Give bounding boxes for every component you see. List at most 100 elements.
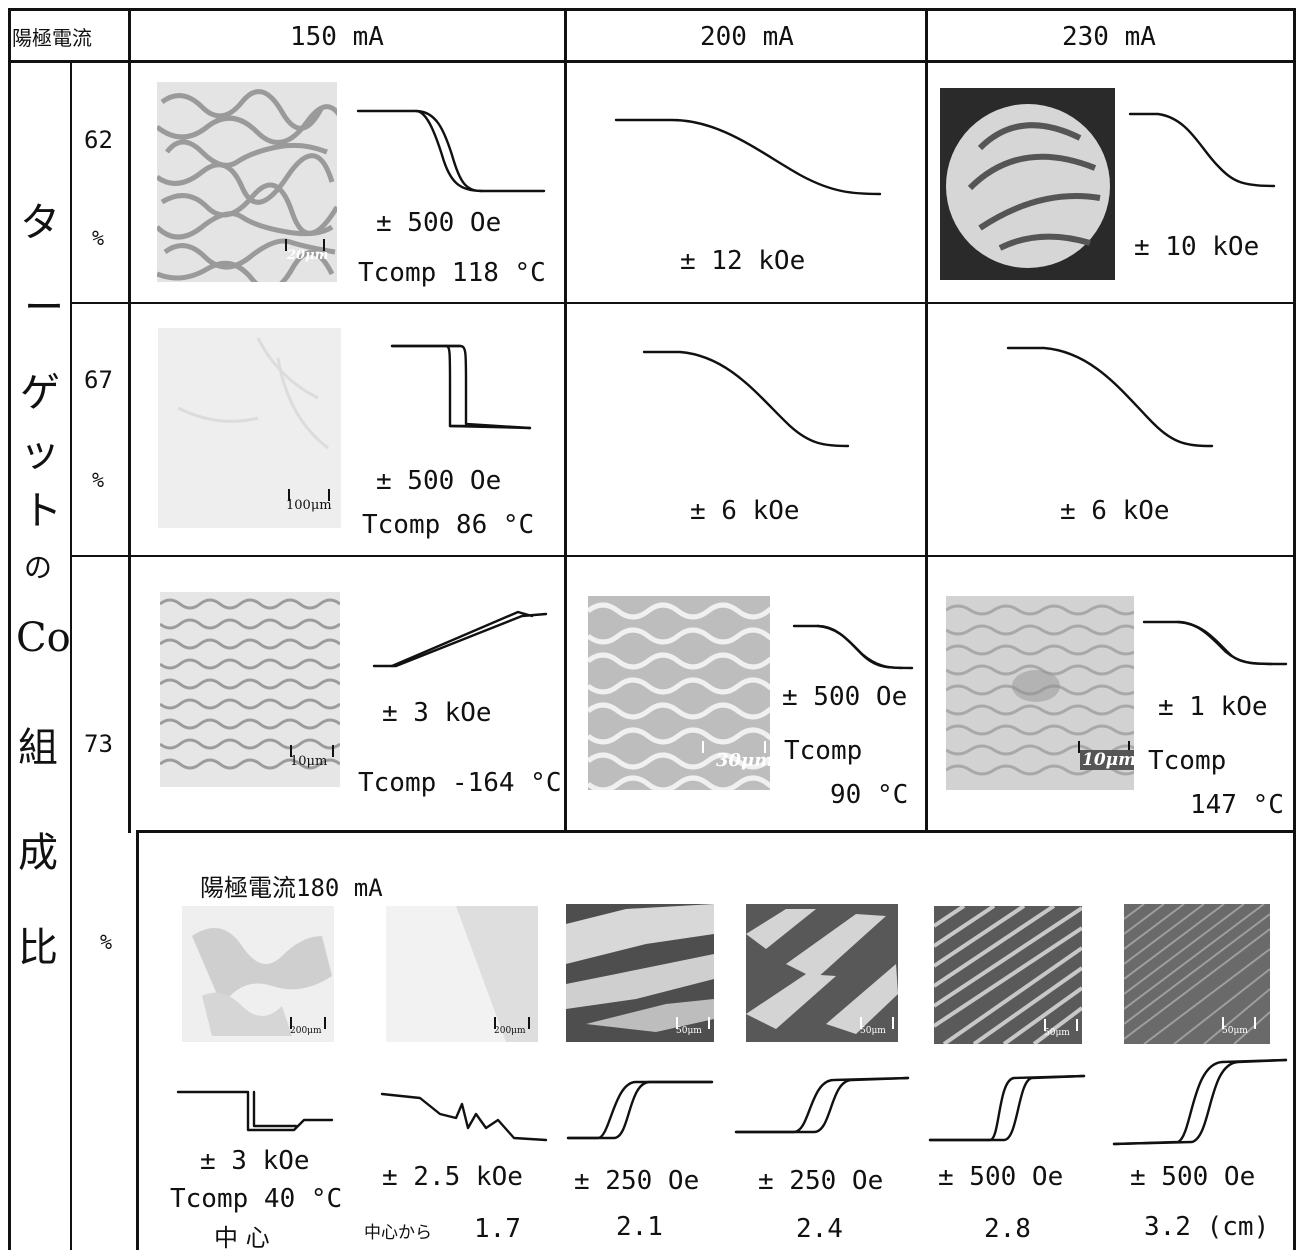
micrograph-73-200: 30μm <box>588 596 770 790</box>
fine-stripe-domain-pattern <box>946 604 1134 776</box>
position-2-8: 2.8 <box>984 1214 1031 1244</box>
col-divider-1 <box>564 8 567 833</box>
axis-divider <box>70 60 72 1250</box>
column-header-150: 150 mA <box>290 22 384 52</box>
hysteresis-loop-67-150 <box>390 344 532 430</box>
axis-char-5: の <box>24 551 53 584</box>
fine-diagonal-domain-pattern <box>934 906 1082 1044</box>
row-divider-3 <box>136 830 1296 833</box>
field-73-230: ± 1 kOe <box>1158 692 1268 722</box>
axis-char-8: 成 <box>18 830 58 876</box>
field-2-8: ± 500 Oe <box>938 1162 1064 1192</box>
position-prefix-1-7: 中心から <box>364 1223 432 1243</box>
axis-char-6: Co <box>16 615 71 661</box>
position-3-2: 3.2 (cm) <box>1144 1212 1270 1242</box>
label-divider-lower <box>136 830 139 1250</box>
hysteresis-loop-73-150 <box>372 610 548 668</box>
hysteresis-loop-center <box>176 1090 334 1132</box>
row-divider-2 <box>72 555 1296 557</box>
tcomp-value-73-230: 147 °C <box>1190 790 1284 820</box>
micrograph-62-230 <box>940 88 1115 280</box>
hysteresis-loop-62-150 <box>356 109 546 193</box>
field-67-200: ± 6 kOe <box>690 496 800 526</box>
table-border-top <box>8 8 1296 11</box>
axis-char-4: ト <box>22 488 62 534</box>
micrograph-center: 200μm <box>182 906 334 1042</box>
tcomp-67-150: Tcomp 86 °C <box>362 510 535 540</box>
very-fine-domain-pattern <box>1124 904 1270 1044</box>
field-center: ± 3 kOe <box>200 1146 310 1176</box>
tcomp-center: Tcomp 40 °C <box>170 1184 343 1214</box>
hysteresis-loop-67-230 <box>1006 346 1214 448</box>
labyrinth-domain-pattern <box>160 598 340 770</box>
composition-67: 67 <box>84 366 113 394</box>
micrograph-73-150: 10μm <box>160 592 340 787</box>
half-domain-pattern <box>456 906 538 1042</box>
field-62-200: ± 12 kOe <box>680 246 806 276</box>
column-header-230: 230 mA <box>1062 22 1156 52</box>
unit-62: % <box>92 226 105 250</box>
axis-char-7: 組 <box>18 725 58 771</box>
field-62-230: ± 10 kOe <box>1134 232 1260 262</box>
tcomp-62-150: Tcomp 118 °C <box>358 258 546 288</box>
hysteresis-loop-62-200 <box>614 118 882 196</box>
bubble-domain-image <box>946 104 1110 268</box>
axis-char-9: 比 <box>18 925 58 971</box>
micrograph-62-150: 20μm <box>157 82 337 282</box>
field-73-200: ± 500 Oe <box>782 682 908 712</box>
micrograph-2-4: 50μm <box>746 904 898 1042</box>
micrograph-1-7: 200μm <box>386 906 538 1042</box>
col-divider-2 <box>925 8 928 833</box>
hysteresis-loop-2-1 <box>566 1080 714 1140</box>
column-header-200: 200 mA <box>700 22 794 52</box>
hysteresis-loop-3-2 <box>1112 1058 1288 1146</box>
micrograph-67-150: 100μm <box>158 328 341 528</box>
field-67-230: ± 6 kOe <box>1060 496 1170 526</box>
field-62-150: ± 500 Oe <box>376 208 502 238</box>
bottom-section-title: 陽極電流180 mA <box>200 874 383 902</box>
hysteresis-loop-73-200 <box>792 624 914 670</box>
micrograph-2-8: 50μm <box>934 906 1082 1044</box>
header-divider <box>8 60 1296 63</box>
axis-char-3: ッ <box>20 430 60 476</box>
micrograph-2-1: 50μm <box>566 904 714 1042</box>
stripe-domain-pattern-dark <box>588 602 770 790</box>
hysteresis-loop-1-7 <box>380 1092 548 1142</box>
axis-char-2: ゲ <box>20 370 60 416</box>
hysteresis-loop-2-8 <box>928 1074 1086 1142</box>
hysteresis-loop-67-200 <box>642 350 850 448</box>
unit-bottom: % <box>100 930 113 954</box>
position-1-7: 1.7 <box>474 1214 521 1244</box>
composition-62: 62 <box>84 126 113 154</box>
unit-67: % <box>92 468 105 492</box>
row-divider-1 <box>72 302 1296 304</box>
field-73-150: ± 3 kOe <box>382 698 492 728</box>
hysteresis-loop-62-230 <box>1128 112 1276 188</box>
tcomp-label-73-230: Tcomp <box>1148 746 1227 776</box>
axis-char-0: タ <box>20 200 60 246</box>
axis-char-1: ー <box>24 285 64 331</box>
diagonal-domain-pattern <box>746 909 898 1034</box>
field-2-4: ± 250 Oe <box>758 1166 884 1196</box>
hysteresis-loop-2-4 <box>734 1076 910 1134</box>
tcomp-73-150: Tcomp -164 °C <box>358 768 562 798</box>
composition-73: 73 <box>84 730 113 758</box>
corner-label: 陽極電流 <box>12 26 92 50</box>
field-2-1: ± 250 Oe <box>574 1166 700 1196</box>
position-2-4: 2.4 <box>796 1214 843 1244</box>
field-1-7: ± 2.5 kOe <box>382 1162 523 1192</box>
position-center: 中 心 <box>214 1224 270 1252</box>
faint-domain-pattern <box>177 337 329 450</box>
tcomp-label-73-200: Tcomp <box>784 736 863 766</box>
micrograph-3-2: 50μm <box>1124 904 1270 1044</box>
micrograph-73-230: 10μm <box>946 596 1134 790</box>
hysteresis-loop-73-230 <box>1142 620 1288 666</box>
position-2-1: 2.1 <box>616 1212 663 1242</box>
table-border-right <box>1293 8 1296 1250</box>
band-domain-pattern <box>566 904 714 1032</box>
label-divider-upper <box>128 8 131 833</box>
table-border-left <box>8 8 11 1250</box>
tcomp-value-73-200: 90 °C <box>830 780 909 810</box>
patch-domain-pattern <box>192 928 332 1036</box>
